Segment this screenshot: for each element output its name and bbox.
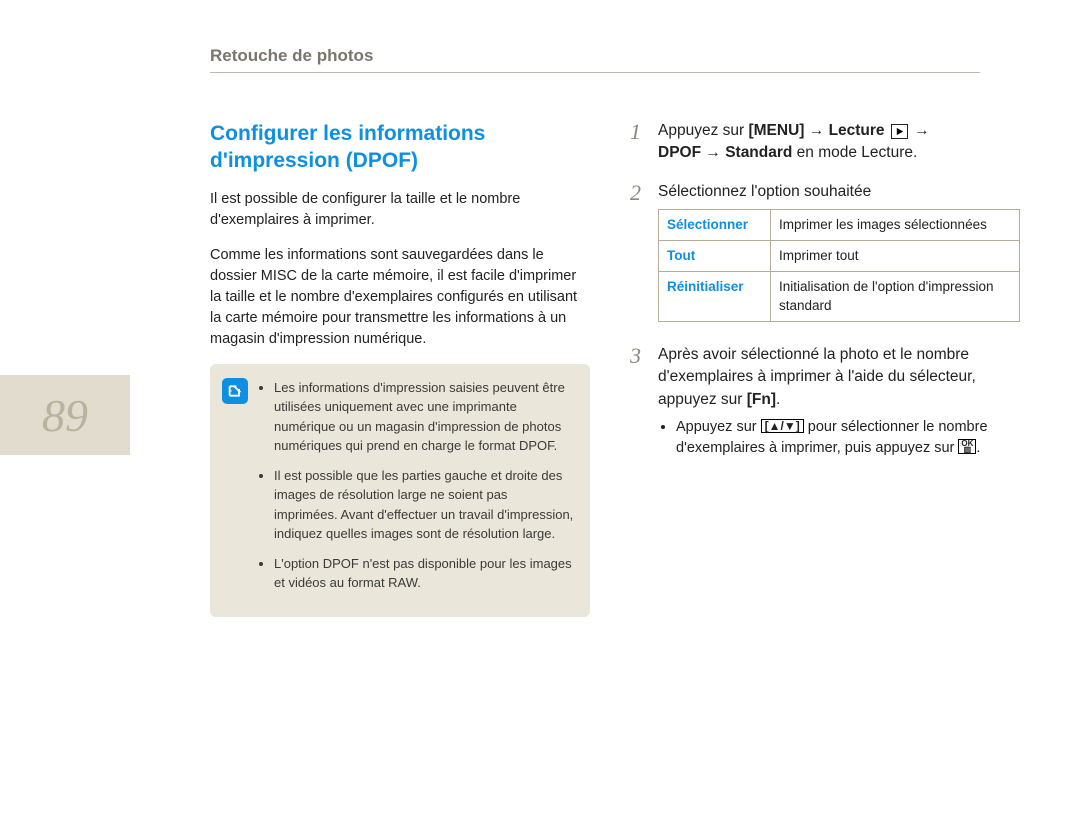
step-1: 1 Appuyez sur [MENU] → Lecture → DPOF → … xyxy=(630,120,1020,165)
step3-bullet-prefix: Appuyez sur xyxy=(676,419,761,435)
step-3: 3 Après avoir sélectionné la photo et le… xyxy=(630,344,1020,463)
step-number: 3 xyxy=(630,344,658,463)
intro-paragraph-2: Comme les informations sont sauvegardées… xyxy=(210,245,590,350)
lecture-label: Lecture xyxy=(829,122,885,139)
step-3-body: Après avoir sélectionné la photo et le n… xyxy=(658,344,1020,463)
option-key: Sélectionner xyxy=(659,210,771,241)
section-header: Retouche de photos xyxy=(210,46,980,73)
table-row: Réinitialiser Initialisation de l'option… xyxy=(659,271,1020,321)
step-number: 2 xyxy=(630,181,658,328)
step3-sub-bullets: Appuyez sur [▲/▼] pour sélectionner le n… xyxy=(658,417,1020,459)
page-number: 89 xyxy=(42,389,88,442)
note-box: Les informations d'impression saisies pe… xyxy=(210,364,590,617)
table-row: Sélectionner Imprimer les images sélecti… xyxy=(659,210,1020,241)
option-key: Réinitialiser xyxy=(659,271,771,321)
note-item: L'option DPOF n'est pas disponible pour … xyxy=(274,554,574,593)
step-2: 2 Sélectionnez l'option souhaitée Sélect… xyxy=(630,181,1020,328)
note-item: Les informations d'impression saisies pe… xyxy=(274,378,574,456)
content-columns: Configurer les informations d'impression… xyxy=(210,120,1020,617)
intro-paragraph-1: Il est possible de configurer la taille … xyxy=(210,189,590,231)
step-2-body: Sélectionnez l'option souhaitée Sélectio… xyxy=(658,181,1020,328)
arrow-sep: → xyxy=(701,144,725,161)
standard-label: Standard xyxy=(725,144,792,161)
ok-key: OK▥ xyxy=(958,439,976,455)
dpof-label: DPOF xyxy=(658,144,701,161)
arrow-sep: → xyxy=(910,122,930,139)
note-list: Les informations d'impression saisies pe… xyxy=(260,378,574,593)
step1-suffix: en mode Lecture. xyxy=(792,144,917,161)
option-value: Imprimer tout xyxy=(771,240,1020,271)
playback-icon xyxy=(891,124,908,139)
step3-bullet: Appuyez sur [▲/▼] pour sélectionner le n… xyxy=(676,417,1020,459)
ok-bottom: ▥ xyxy=(964,445,972,454)
option-value: Imprimer les images sélectionnées xyxy=(771,210,1020,241)
fn-key: [Fn] xyxy=(747,391,776,408)
manual-page: 89 Retouche de photos Configurer les inf… xyxy=(0,0,1080,815)
step-1-body: Appuyez sur [MENU] → Lecture → DPOF → St… xyxy=(658,120,1020,165)
step3-text-1: Après avoir sélectionné la photo et le n… xyxy=(658,346,976,408)
step1-text-1: Appuyez sur xyxy=(658,122,748,139)
options-table: Sélectionner Imprimer les images sélecti… xyxy=(658,209,1020,321)
step3-text-1-end: . xyxy=(776,391,780,408)
step-number: 1 xyxy=(630,120,658,165)
updown-key: [▲/▼] xyxy=(761,419,804,433)
option-value: Initialisation de l'option d'impression … xyxy=(771,271,1020,321)
left-column: Configurer les informations d'impression… xyxy=(210,120,590,617)
right-column: 1 Appuyez sur [MENU] → Lecture → DPOF → … xyxy=(630,120,1020,617)
table-row: Tout Imprimer tout xyxy=(659,240,1020,271)
note-item: Il est possible que les parties gauche e… xyxy=(274,466,574,544)
menu-key: [MENU] xyxy=(748,122,804,139)
section-title: Configurer les informations d'impression… xyxy=(210,120,590,175)
option-key: Tout xyxy=(659,240,771,271)
step3-bullet-end: . xyxy=(976,440,980,456)
arrow-sep: → xyxy=(804,122,828,139)
note-icon xyxy=(222,378,248,404)
page-number-tab: 89 xyxy=(0,375,130,455)
step2-text: Sélectionnez l'option souhaitée xyxy=(658,183,871,200)
